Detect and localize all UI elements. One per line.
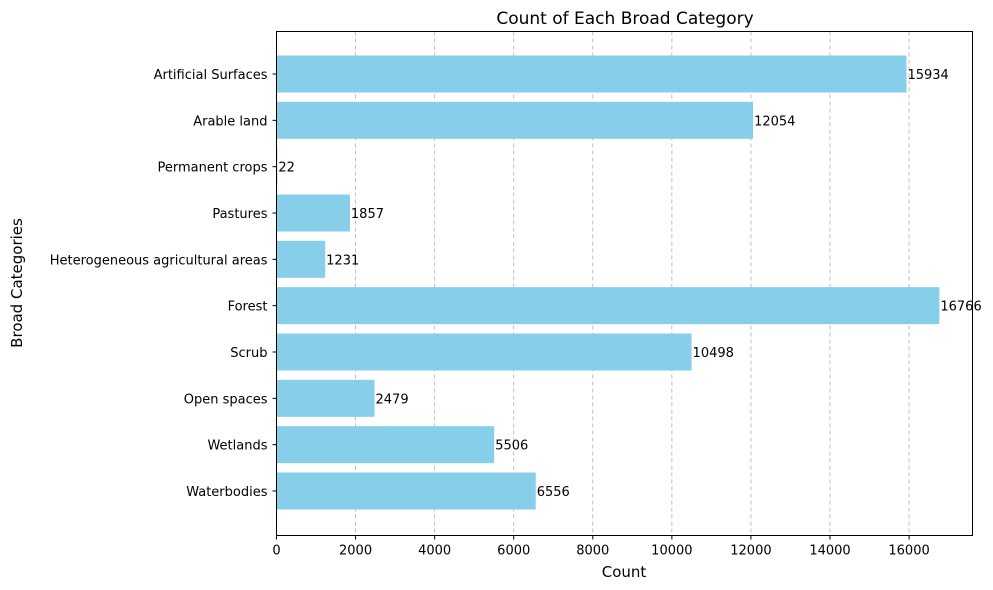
y-tick-label: Scrub	[230, 346, 267, 361]
x-tick-label: 10000	[651, 544, 692, 559]
y-tick-label: Open spaces	[184, 392, 268, 407]
bar	[276, 55, 907, 93]
chart-title: Count of Each Broad Category	[496, 9, 753, 29]
y-axis-ticks: Artificial Surfaces Arable land Permanent …	[50, 68, 277, 500]
bars	[276, 55, 940, 510]
bar-value-label: 6556	[537, 485, 570, 500]
x-tick-label: 4000	[418, 544, 451, 559]
x-tick-label: 12000	[730, 544, 771, 559]
bar	[276, 426, 495, 464]
bar-value-labels: 15934 12054 22 1857 1231 16766 10498 2479 5506 65…	[278, 68, 981, 500]
y-tick-label: Heterogeneous agricultural areas	[50, 253, 268, 268]
bar	[276, 333, 692, 371]
x-axis-ticks: 0 2000 4000 6000 8000 10000 12000 14000 16000	[272, 535, 930, 559]
x-tick-label: 0	[272, 544, 280, 559]
bar	[276, 379, 375, 417]
bar-value-label: 1231	[326, 253, 359, 268]
x-tick-label: 14000	[809, 544, 850, 559]
plot-frame	[276, 31, 973, 536]
bar	[276, 472, 536, 510]
bar	[276, 287, 940, 325]
y-tick-label: Pastures	[212, 207, 267, 222]
y-tick-label: Artificial Surfaces	[154, 68, 268, 83]
bar-value-label: 1857	[351, 207, 384, 222]
x-axis-label: Count	[602, 563, 647, 581]
bar-value-label: 22	[278, 161, 295, 176]
y-axis-label: Broad Categories	[8, 218, 26, 348]
y-tick-label: Wetlands	[207, 439, 267, 454]
y-tick-label: Permanent crops	[157, 161, 267, 176]
x-tick-label: 2000	[339, 544, 372, 559]
y-tick-label: Waterbodies	[186, 485, 267, 500]
x-tick-label: 6000	[497, 544, 530, 559]
bar-value-label: 2479	[376, 392, 409, 407]
bar-value-label: 10498	[693, 346, 734, 361]
bar-value-label: 15934	[907, 68, 948, 83]
y-tick-label: Forest	[228, 300, 268, 315]
bar-value-label: 5506	[495, 439, 528, 454]
bar	[276, 101, 754, 139]
bar	[276, 194, 350, 232]
x-tick-label: 16000	[888, 544, 929, 559]
bar	[276, 240, 326, 278]
y-tick-label: Arable land	[193, 114, 267, 129]
bar-value-label: 16766	[940, 300, 981, 315]
bar-value-label: 12054	[754, 114, 795, 129]
x-tick-label: 8000	[576, 544, 609, 559]
